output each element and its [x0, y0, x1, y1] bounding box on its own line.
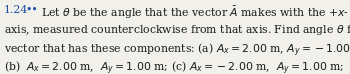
Text: ••: •• [25, 5, 38, 15]
Text: (b)  $A_x = 2.00$ m,  $A_y = 1.00$ m; (c) $A_x = -2.00$ m,  $A_y = 1.00$ m;: (b) $A_x = 2.00$ m, $A_y = 1.00$ m; (c) … [4, 60, 345, 74]
Text: 1.24: 1.24 [4, 5, 28, 15]
Text: vector that has these components: (a) $A_x = 2.00$ m, $A_y = -1.00$ m;: vector that has these components: (a) $A… [4, 41, 350, 59]
Text: axis, measured counterclockwise from that axis. Find angle $\theta$ for a: axis, measured counterclockwise from tha… [4, 23, 350, 37]
Text: Let $\theta$ be the angle that the vector $\bar{A}$ makes with the $+x$-: Let $\theta$ be the angle that the vecto… [41, 5, 349, 21]
